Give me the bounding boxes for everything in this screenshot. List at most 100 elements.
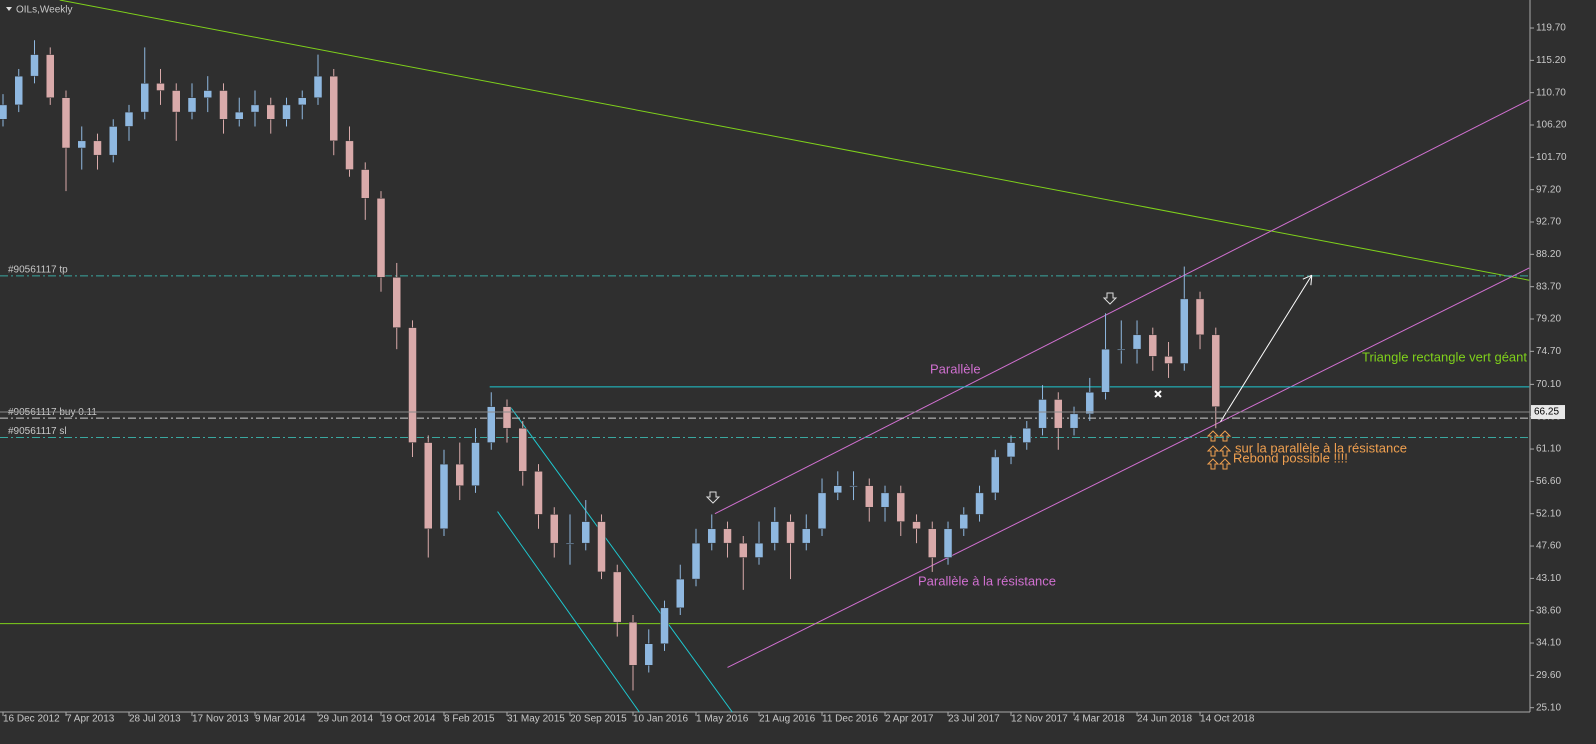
- x-tick-label: 4 Mar 2018: [1074, 714, 1125, 725]
- candle-body: [1101, 348, 1110, 393]
- candle-body: [817, 492, 827, 530]
- candle-body: [361, 169, 370, 199]
- candle-body: [61, 97, 71, 149]
- y-tick-label: 110.70: [1536, 87, 1566, 98]
- candle-body: [439, 463, 449, 530]
- x-tick-label: 14 Oct 2018: [1200, 714, 1255, 725]
- candle-body: [943, 528, 953, 558]
- candle-body: [345, 140, 354, 170]
- candle-body: [14, 75, 23, 106]
- y-tick-label: 61.10: [1536, 444, 1561, 455]
- order-label: #90561117 tp: [8, 265, 68, 276]
- candle-body: [1132, 334, 1142, 350]
- candle-body: [203, 90, 212, 98]
- candle-body: [959, 514, 969, 530]
- candle-body: [1038, 399, 1047, 429]
- candle-body: [518, 427, 528, 472]
- price-box: [1531, 405, 1565, 420]
- candle-body: [628, 621, 638, 666]
- candle-body: [676, 578, 685, 609]
- x-tick-label: 10 Jan 2016: [633, 714, 688, 725]
- candle-body: [408, 327, 417, 443]
- y-tick-label: 101.70: [1536, 152, 1567, 163]
- candle-body: [802, 528, 811, 544]
- candle-body: [849, 485, 858, 487]
- candle-body: [77, 140, 86, 149]
- candle-body: [266, 104, 276, 120]
- x-tick-label: 12 Nov 2017: [1011, 714, 1068, 725]
- candle-body: [1180, 298, 1189, 364]
- trend-line: [509, 406, 733, 713]
- x-tick-label: 19 Oct 2014: [381, 714, 436, 725]
- arrow-head: [1302, 274, 1313, 286]
- chart-title: OILs,Weekly: [16, 5, 73, 16]
- y-tick-label: 83.70: [1536, 281, 1561, 292]
- trend-line: [1220, 274, 1313, 423]
- candle-body: [1054, 399, 1063, 429]
- candle-body: [1117, 348, 1126, 351]
- candle-body: [896, 492, 906, 522]
- candle-body: [234, 111, 244, 120]
- down-arrow: [705, 491, 721, 504]
- y-tick-label: 38.60: [1536, 605, 1561, 616]
- x-tick-label: 31 May 2015: [507, 714, 565, 725]
- annotation: Rebond possible !!!!: [1233, 450, 1348, 465]
- y-tick-label: 70.10: [1536, 379, 1561, 390]
- x-tick-label: 29 Jun 2014: [318, 714, 373, 725]
- order-label: #90561117 sl: [8, 426, 67, 437]
- candle-body: [565, 542, 575, 545]
- candle-body: [471, 442, 480, 486]
- candle-body: [392, 277, 402, 328]
- candle-body: [723, 528, 732, 544]
- candle-body: [707, 528, 717, 544]
- x-tick-label: 2 Apr 2017: [885, 714, 934, 725]
- x-tick-label: 11 Dec 2016: [822, 714, 878, 725]
- candle-body: [991, 456, 1000, 494]
- candle-body: [770, 521, 780, 544]
- candle-body: [1164, 356, 1173, 364]
- candle-body: [975, 492, 984, 515]
- x-tick-label: 28 Jul 2013: [129, 714, 181, 725]
- candle-body: [928, 528, 937, 558]
- y-tick-label: 56.60: [1536, 476, 1561, 487]
- candle-body: [171, 90, 181, 113]
- candle-body: [597, 521, 606, 573]
- candle-body: [880, 492, 890, 508]
- candle-body: [0, 104, 8, 120]
- y-tick-label: 29.60: [1536, 670, 1561, 681]
- y-tick-label: 115.20: [1536, 55, 1566, 66]
- candle-body: [660, 607, 669, 644]
- candle-body: [644, 643, 654, 666]
- candle-body: [912, 521, 921, 530]
- candle-body: [754, 542, 764, 558]
- candle-body: [865, 485, 874, 508]
- x-tick-label: 20 Sep 2015: [570, 714, 627, 725]
- y-tick-label: 97.20: [1536, 184, 1561, 195]
- candle-body: [1085, 392, 1095, 415]
- candle-body: [739, 542, 748, 558]
- y-tick-label: 119.70: [1536, 23, 1566, 34]
- y-tick-label: 88.20: [1536, 249, 1561, 260]
- candle-body: [581, 521, 591, 544]
- x-tick-label: 23 Jul 2017: [948, 714, 1000, 725]
- x-tick-label: 17 Nov 2013: [192, 714, 249, 725]
- candle-body: [282, 104, 291, 120]
- candle-body: [550, 514, 559, 544]
- candle-body: [1006, 442, 1016, 458]
- candle-body: [108, 126, 118, 156]
- annotation: Triangle rectangle vert géant: [1362, 349, 1527, 364]
- candle-body: [30, 54, 39, 77]
- annotation: Parallèle: [930, 361, 981, 376]
- y-tick-label: 34.10: [1536, 638, 1561, 649]
- candle-body: [45, 54, 55, 98]
- menu-arrow[interactable]: [6, 7, 12, 11]
- candle-body: [140, 83, 149, 113]
- candle-body: [1195, 298, 1205, 336]
- y-tick-label: 47.60: [1536, 541, 1561, 552]
- trend-line: [497, 511, 640, 713]
- annotation: sur la parallèle à la résistance: [1235, 440, 1407, 455]
- y-tick-label: 52.10: [1536, 508, 1561, 519]
- up-arrows: [1206, 430, 1232, 470]
